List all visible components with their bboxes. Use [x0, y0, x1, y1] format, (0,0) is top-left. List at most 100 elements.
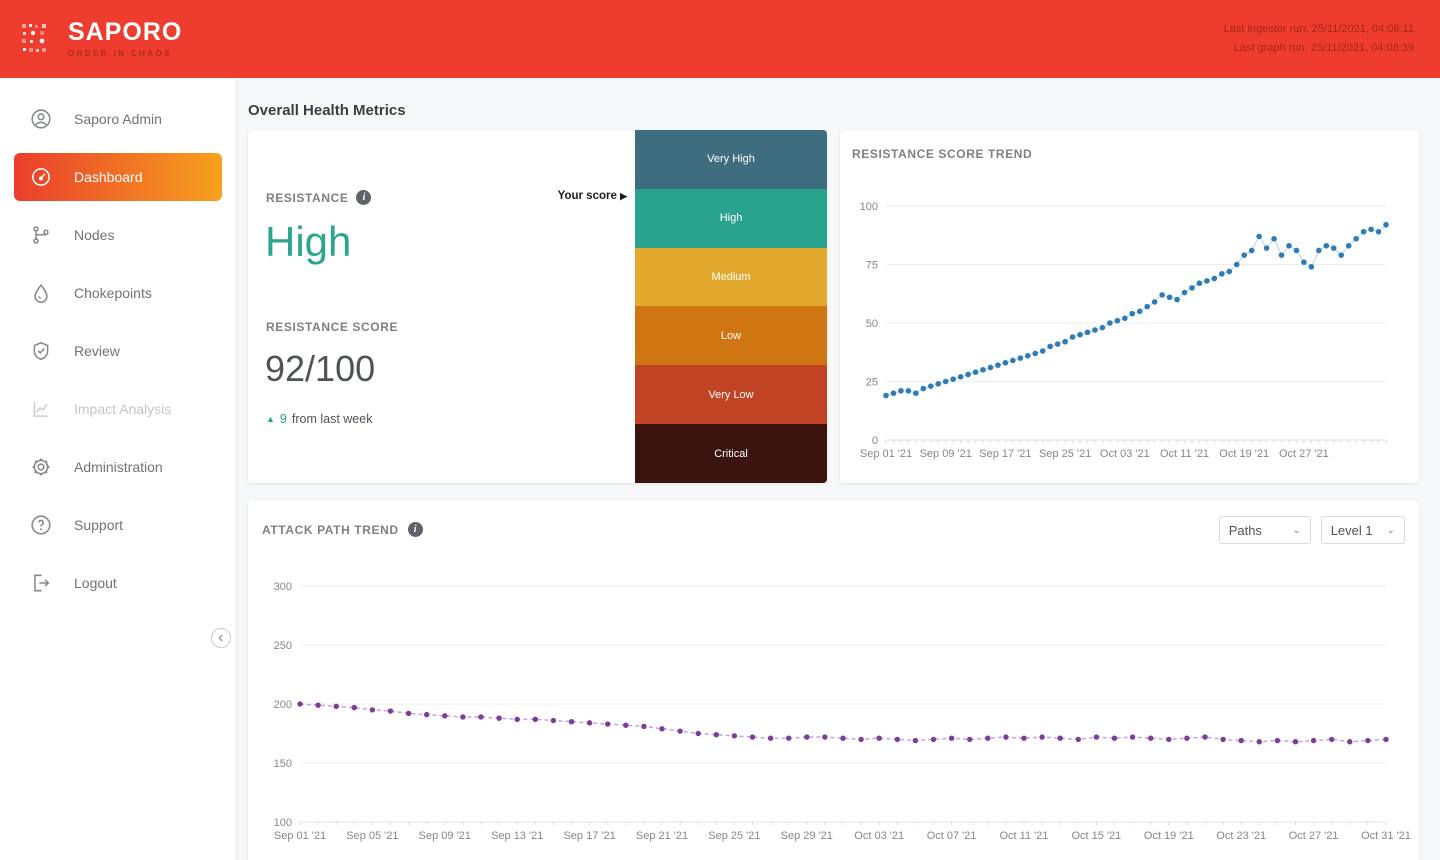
brand-tagline: ORDER IN CHAOS	[68, 49, 172, 58]
resistance-score-label: RESISTANCE SCORE	[266, 320, 399, 334]
sidebar-item-saporo-admin[interactable]: Saporo Admin	[0, 90, 236, 148]
resistance-label: RESISTANCE	[266, 190, 349, 205]
svg-text:200: 200	[274, 699, 292, 711]
svg-text:Oct 11 '21: Oct 11 '21	[1000, 830, 1049, 842]
sidebar: Saporo Admin Dashboard Nodes Chokepoints…	[0, 78, 237, 860]
scale-band-very-high: Very High	[635, 130, 827, 189]
svg-text:Sep 25 '21: Sep 25 '21	[708, 830, 760, 842]
sidebar-item-label: Review	[74, 343, 120, 359]
svg-text:50: 50	[866, 318, 878, 330]
resistance-scale: Very High High Medium Low Very Low Criti…	[635, 130, 827, 483]
user-icon	[30, 108, 52, 130]
brand-block: SAPORO ORDER IN CHAOS	[20, 20, 182, 58]
svg-text:0: 0	[872, 435, 878, 447]
chevron-down-icon: ⌄	[1292, 524, 1301, 536]
svg-text:Oct 27 '21: Oct 27 '21	[1289, 830, 1339, 842]
sidebar-item-chokepoints[interactable]: Chokepoints	[0, 264, 236, 322]
svg-text:100: 100	[274, 817, 292, 829]
sidebar-item-label: Nodes	[74, 227, 115, 243]
svg-text:Sep 29 '21: Sep 29 '21	[781, 830, 833, 842]
sidebar-item-dashboard[interactable]: Dashboard	[14, 153, 222, 201]
paths-select[interactable]: Paths ⌄	[1218, 516, 1311, 544]
delta-up-icon: ▲	[266, 414, 275, 424]
svg-text:Sep 09 '21: Sep 09 '21	[920, 448, 972, 460]
saporo-logo-icon	[22, 24, 46, 52]
delta-value: 9	[279, 412, 287, 426]
attack-path-chart: 100 150 200 250 300 Sep 01 '21 Sep 05 '21 Sep 0…	[274, 581, 1411, 842]
svg-text:250: 250	[274, 640, 292, 652]
svg-text:Sep 25 '21: Sep 25 '21	[1039, 448, 1091, 460]
sidebar-item-label: Impact Analysis	[74, 401, 172, 417]
sidebar-item-label: Saporo Admin	[74, 111, 162, 127]
page-title: Overall Health Metrics	[248, 102, 406, 119]
svg-text:Oct 27 '21: Oct 27 '21	[1279, 448, 1329, 460]
svg-text:Oct 23 '21: Oct 23 '21	[1216, 830, 1266, 842]
svg-text:Oct 03 '21: Oct 03 '21	[1100, 448, 1150, 460]
svg-text:25: 25	[866, 377, 878, 389]
logout-icon	[30, 572, 52, 594]
chevron-left-icon	[218, 634, 223, 642]
last-graph-run: Last graph run: 25/11/2021, 04:08:39	[1233, 42, 1414, 54]
pointer-right-icon: ▶	[620, 191, 627, 201]
svg-text:Sep 21 '21: Sep 21 '21	[636, 830, 688, 842]
sidebar-item-nodes[interactable]: Nodes	[0, 206, 236, 264]
gear-icon	[30, 456, 52, 478]
svg-text:Sep 09 '21: Sep 09 '21	[419, 830, 471, 842]
sidebar-item-label: Support	[74, 517, 124, 533]
svg-text:150: 150	[274, 758, 292, 770]
your-score-pointer: Your score ▶	[557, 190, 627, 202]
attack-info-icon[interactable]: i	[407, 522, 423, 537]
impact-analysis-icon	[30, 398, 52, 420]
sidebar-item-label: Chokepoints	[74, 285, 152, 301]
svg-text:Oct 07 '21: Oct 07 '21	[927, 830, 977, 842]
sidebar-item-support[interactable]: Support	[0, 496, 236, 554]
svg-text:Sep 13 '21: Sep 13 '21	[491, 830, 543, 842]
dashboard-icon	[30, 166, 52, 188]
resistance-trend-card: RESISTANCE SCORE TREND 0 25 50 75 100 Sep 01 …	[840, 130, 1419, 483]
collapse-sidebar-button[interactable]	[211, 628, 231, 648]
svg-text:Oct 19 '21: Oct 19 '21	[1219, 448, 1269, 460]
svg-text:Sep 05 '21: Sep 05 '21	[346, 830, 398, 842]
sidebar-item-review[interactable]: Review	[0, 322, 236, 380]
svg-text:100: 100	[860, 201, 878, 213]
nodes-icon	[30, 224, 52, 246]
sidebar-item-administration[interactable]: Administration	[0, 438, 236, 496]
last-ingestor-run: Last ingestor run: 25/11/2021, 04:08:11	[1223, 23, 1414, 36]
scale-band-critical: Critical	[635, 424, 827, 483]
brand-name: SAPORO	[68, 18, 183, 46]
svg-text:Sep 17 '21: Sep 17 '21	[563, 830, 615, 842]
scale-band-low: Low	[635, 306, 827, 366]
sidebar-item-label: Dashboard	[74, 169, 143, 185]
svg-text:Sep 01 '21: Sep 01 '21	[860, 448, 912, 460]
svg-text:Oct 03 '21: Oct 03 '21	[854, 830, 904, 842]
shield-check-icon	[30, 340, 52, 362]
app-header: SAPORO ORDER IN CHAOS Last ingestor run:…	[0, 0, 1440, 78]
svg-text:Sep 01 '21: Sep 01 '21	[274, 830, 326, 842]
sidebar-item-impact-analysis[interactable]: Impact Analysis	[0, 380, 236, 438]
svg-text:Oct 15 '21: Oct 15 '21	[1072, 830, 1122, 842]
question-circle-icon	[30, 514, 52, 536]
resistance-card: RESISTANCE i High RESISTANCE SCORE 92/10…	[248, 130, 827, 483]
chokepoints-icon	[30, 282, 52, 304]
svg-text:Sep 17 '21: Sep 17 '21	[979, 448, 1031, 460]
resistance-trend-title: RESISTANCE SCORE TREND	[852, 147, 1033, 161]
svg-text:75: 75	[866, 260, 878, 272]
sidebar-item-label: Administration	[74, 459, 163, 475]
sidebar-item-label: Logout	[74, 575, 117, 591]
info-icon[interactable]: i	[356, 190, 372, 205]
delta-text: from last week	[291, 412, 373, 426]
attack-path-title: ATTACK PATH TREND	[262, 522, 399, 537]
scale-band-high: High	[635, 188, 827, 248]
level-select[interactable]: Level 1 ⌄	[1320, 516, 1405, 544]
svg-text:Oct 19 '21: Oct 19 '21	[1144, 830, 1194, 842]
sidebar-item-logout[interactable]: Logout	[0, 554, 236, 612]
resistance-trend-chart: 0 25 50 75 100 Sep 01 '21 Sep 09 '21 Sep 17 '21…	[860, 201, 1389, 460]
score-delta: ▲ 9 from last week	[266, 412, 372, 426]
resistance-value: High	[265, 218, 352, 265]
svg-text:300: 300	[274, 581, 292, 593]
resistance-score-value: 92/100	[265, 348, 376, 389]
chevron-down-icon: ⌄	[1386, 524, 1395, 536]
svg-text:Oct 11 '21: Oct 11 '21	[1160, 448, 1209, 460]
scale-band-very-low: Very Low	[635, 365, 827, 425]
attack-path-card: ATTACK PATH TREND i Paths ⌄ Level 1 ⌄ 10…	[248, 500, 1419, 860]
